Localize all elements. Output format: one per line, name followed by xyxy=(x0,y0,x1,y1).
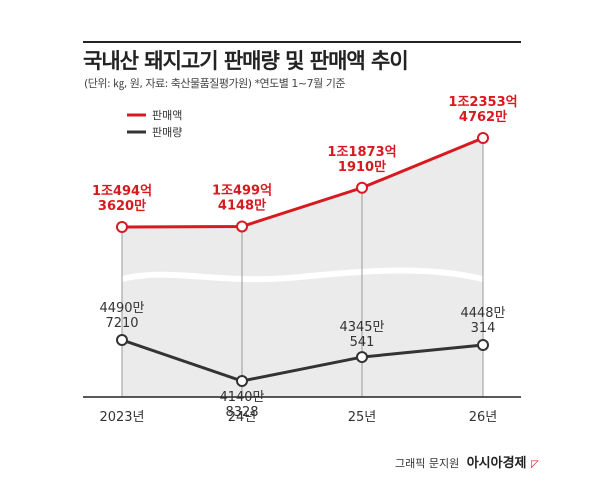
data-label-sales-volume: 4140만 8328 xyxy=(219,390,264,420)
data-point-sales-volume xyxy=(116,334,128,346)
data-label-line: 1조499억 xyxy=(212,183,272,198)
data-label-line: 314 xyxy=(471,321,496,336)
brand-mark-icon: ◸ xyxy=(531,459,539,470)
data-label-line: 8328 xyxy=(225,405,258,420)
lower-area-fill xyxy=(122,273,483,397)
data-label-line: 7210 xyxy=(105,316,138,331)
legend-label: 판매액 xyxy=(152,109,182,122)
legend-label: 판매량 xyxy=(152,126,182,139)
data-label-line: 1조2353억 xyxy=(448,95,517,110)
data-point-sales-amount xyxy=(356,181,368,194)
data-label-line: 3620만 xyxy=(98,198,146,214)
credit-text: 그래픽 문지원 xyxy=(395,457,460,470)
data-point-sales-amount xyxy=(116,221,128,233)
brand-logo-text: 아시아경제 xyxy=(466,456,527,471)
data-label-line: 1조494억 xyxy=(92,184,152,199)
data-label-sales-amount: 1조2353억 4762만 xyxy=(448,95,517,125)
data-point-sales-volume xyxy=(356,351,368,364)
x-tick-label: 25년 xyxy=(348,410,377,425)
data-label-sales-volume: 4345만 541 xyxy=(339,320,384,350)
data-label-line: 541 xyxy=(350,335,375,350)
x-tick-label: 2023년 xyxy=(99,410,144,425)
chart-subtitle: (단위: ㎏, 원, 자료: 축산물품질평가원) *연도별 1~7월 기준 xyxy=(84,77,345,90)
data-point-sales-volume xyxy=(477,339,489,352)
series-line-sales-amount xyxy=(121,136,484,229)
data-label-line: 1910만 xyxy=(338,159,386,175)
data-label-sales-amount: 1조1873억 1910만 xyxy=(327,145,396,175)
data-label-line: 4148만 xyxy=(218,197,266,213)
data-label-line: 4490만 xyxy=(99,301,144,316)
data-point-sales-amount xyxy=(477,132,489,144)
footer-credit: 그래픽 문지원 아시아경제 ◸ xyxy=(395,452,539,471)
data-label-line: 4140만 xyxy=(219,390,264,405)
data-label-line: 4345만 xyxy=(339,320,384,335)
data-point-sales-amount xyxy=(236,220,248,233)
top-rule xyxy=(83,41,521,43)
chart-title: 국내산 돼지고기 판매량 및 판매액 추이 xyxy=(83,49,409,73)
x-tick-label: 24년 xyxy=(228,410,257,425)
data-label-sales-volume: 4490만 7210 xyxy=(99,301,144,331)
x-tick-label: 26년 xyxy=(469,410,498,425)
series-line-sales-volume xyxy=(121,338,484,383)
data-label-line: 1조1873억 xyxy=(327,145,396,160)
data-label-line: 4448만 xyxy=(460,306,505,321)
data-label-sales-amount: 1조499억 4148만 xyxy=(212,183,272,213)
data-label-line: 4762만 xyxy=(459,109,507,125)
data-point-sales-volume xyxy=(236,375,248,387)
data-label-sales-volume: 4448만 314 xyxy=(460,306,505,336)
data-label-sales-amount: 1조494억 3620만 xyxy=(92,184,152,214)
